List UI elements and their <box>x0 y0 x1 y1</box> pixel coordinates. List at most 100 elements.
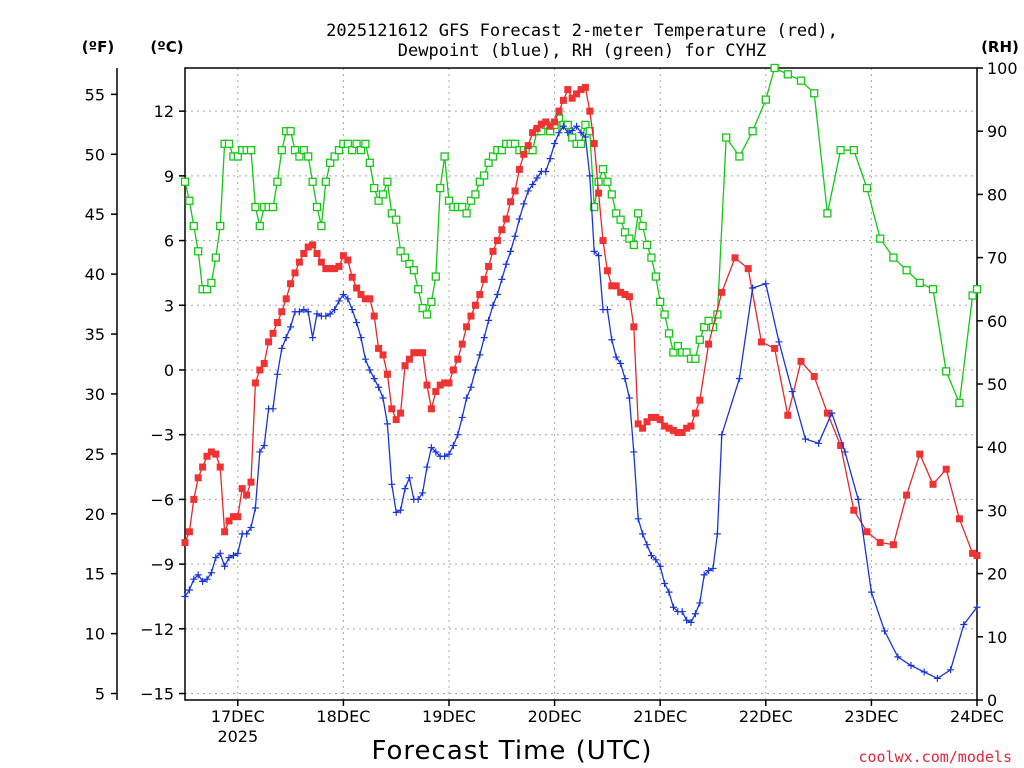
dewpoint-point <box>709 564 717 572</box>
rh-tick-label: 100 <box>987 59 1018 78</box>
rh-point <box>427 297 436 306</box>
dewpoint-point <box>278 344 286 352</box>
rh-point <box>664 329 674 338</box>
chart-title: 2025121612 GFS Forecast 2-meter Temperat… <box>326 21 838 61</box>
rh-point <box>273 177 282 186</box>
fahrenheit-tick-label: 40 <box>85 265 105 284</box>
temperature-point <box>784 411 792 419</box>
rh-tick-label: 40 <box>987 438 1007 457</box>
temperature-point <box>678 429 686 437</box>
dewpoint-point <box>357 334 365 342</box>
temperature-point <box>203 452 211 460</box>
dewpoint-point <box>973 603 981 611</box>
temperature-point <box>590 139 598 147</box>
rh-point <box>691 354 700 363</box>
temperature-point <box>269 329 277 337</box>
dewpoint-point <box>326 310 334 318</box>
dewpoint-point <box>282 334 290 342</box>
dewpoint-point <box>542 168 550 176</box>
rh-point <box>849 146 858 155</box>
x-tick-label: 21DEC <box>633 707 687 726</box>
temperature-point <box>243 491 251 499</box>
dewpoint-point <box>392 508 400 516</box>
dewpoint-point <box>212 554 220 562</box>
x-tick-label: 23DEC <box>844 707 898 726</box>
dewpoint-point <box>480 334 488 342</box>
celsius-tick-label: −15 <box>140 685 174 704</box>
temperature-point <box>185 528 193 536</box>
rh-point <box>528 146 537 155</box>
rh-point <box>603 177 612 186</box>
rh-point <box>673 341 682 351</box>
rh-point <box>277 146 286 155</box>
temperature-point <box>339 252 347 260</box>
rh-point <box>497 146 506 155</box>
celsius-tick-label: −12 <box>140 620 174 639</box>
rh-point <box>370 183 379 193</box>
temperature-point <box>555 107 563 115</box>
rh-point <box>876 234 885 243</box>
rh-point <box>598 164 608 174</box>
dewpoint-point <box>432 448 440 456</box>
series-line <box>184 86 978 557</box>
rh-point <box>810 89 819 98</box>
temperature-point <box>718 288 726 296</box>
temperature-point <box>401 362 409 370</box>
celsius-tick-label: −6 <box>150 490 174 509</box>
dewpoint-point <box>221 562 229 570</box>
dewpoint-point <box>691 610 699 618</box>
dewpoint-point <box>454 431 462 439</box>
dewpoint-point <box>669 603 677 611</box>
dewpoint-point <box>304 308 312 316</box>
dewpoint-point <box>595 252 603 260</box>
rh-point <box>669 348 678 357</box>
temperature-point <box>889 541 897 549</box>
dewpoint-point <box>947 666 955 674</box>
rh-point <box>656 297 665 306</box>
temperature-point <box>656 416 664 424</box>
celsius-tick-label: 0 <box>164 361 174 380</box>
rh-tick-label: 10 <box>987 628 1007 647</box>
rh-point <box>823 209 832 218</box>
temperature-point <box>823 409 831 417</box>
temperature-point <box>564 86 572 94</box>
rh-point <box>836 146 845 155</box>
rh-point <box>246 146 256 155</box>
temperature-point <box>405 355 413 363</box>
dewpoint-point <box>366 366 374 374</box>
rh-point <box>862 183 872 193</box>
dewpoint-point <box>634 515 642 523</box>
dewpoint-point <box>225 554 233 562</box>
rh-point <box>607 190 616 199</box>
temperature-point <box>559 96 567 104</box>
rh-point <box>902 266 911 275</box>
rh-point <box>590 202 599 212</box>
temperature-point <box>599 237 607 245</box>
temperature-point <box>608 282 616 290</box>
temperature-point <box>304 243 312 251</box>
rh-point <box>915 278 924 288</box>
rh-point <box>436 183 445 193</box>
temperature-point <box>489 247 497 255</box>
dewpoint-point <box>960 621 968 629</box>
temperature-point <box>480 275 488 283</box>
dewpoint-point <box>344 295 352 303</box>
temperature-point <box>691 409 699 417</box>
rh-point <box>594 177 603 186</box>
rh-tick-label: 0 <box>987 691 997 710</box>
fahrenheit-unit-label: (ºF) <box>82 38 114 56</box>
dewpoint-point <box>269 405 277 413</box>
dewpoint-point <box>639 530 647 538</box>
rh-point <box>233 152 242 161</box>
rh-point <box>576 139 586 148</box>
rh-point <box>224 139 234 148</box>
dewpoint-point <box>251 504 259 512</box>
dewpoint-point <box>867 588 875 596</box>
dewpoint-point <box>515 215 523 223</box>
rh-point <box>211 253 220 262</box>
rh-point <box>185 196 194 205</box>
dewpoint-point <box>423 463 431 471</box>
temperature-point <box>810 372 818 380</box>
rh-point <box>361 139 370 148</box>
dewpoint-point <box>383 420 391 428</box>
